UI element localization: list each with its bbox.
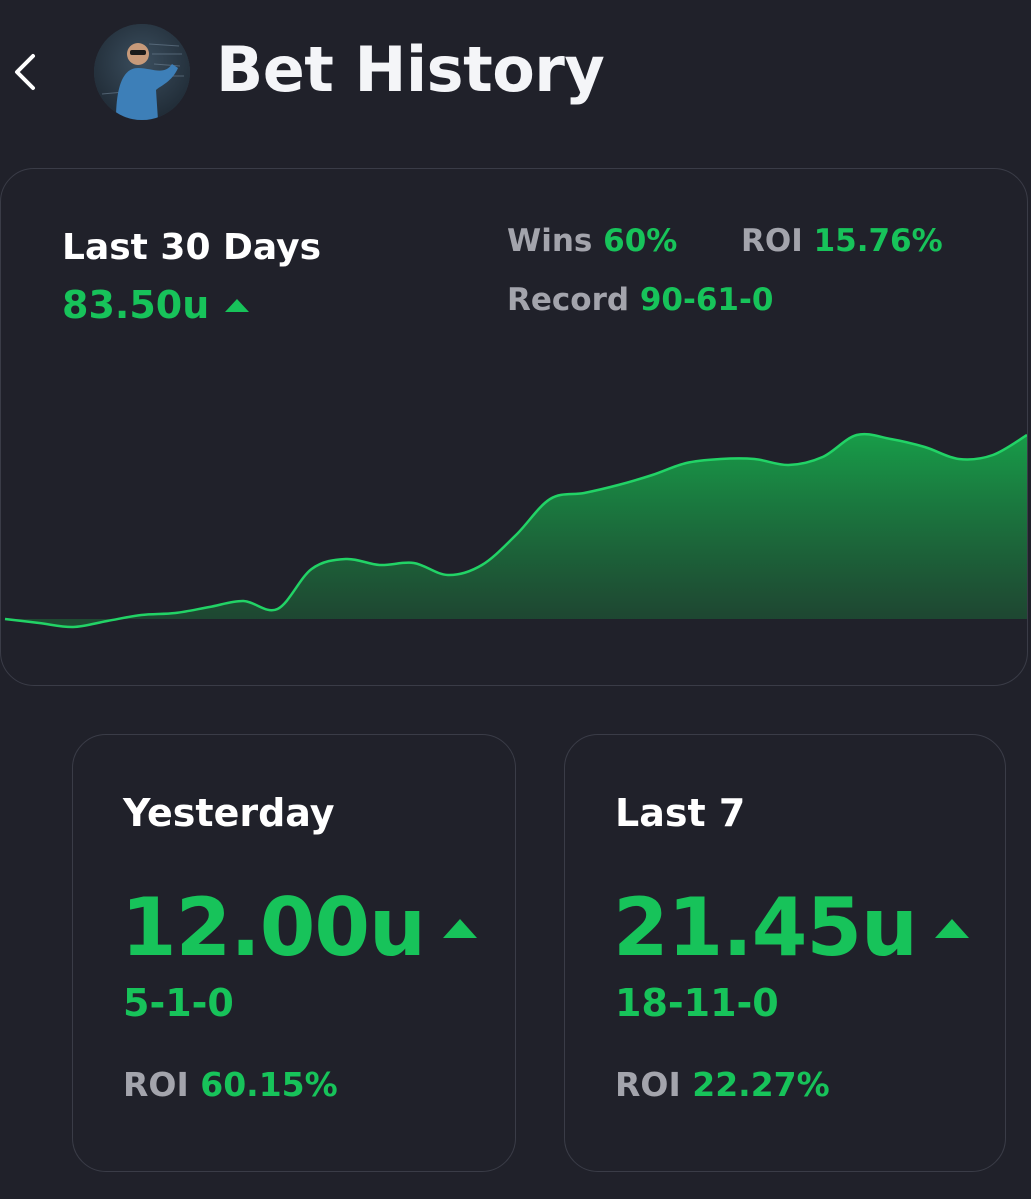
- data-point: [139, 613, 143, 617]
- data-point: [344, 557, 348, 561]
- trend-up-icon: [225, 298, 250, 312]
- card-units-value: 21.45u: [613, 881, 918, 974]
- roi-stat: ROI 15.76%: [741, 223, 943, 259]
- performance-chart[interactable]: [1, 419, 1027, 639]
- series-line: [4, 432, 1027, 629]
- back-button[interactable]: [6, 50, 46, 94]
- data-point: [991, 453, 995, 457]
- card-record: 5-1-0: [123, 981, 234, 1025]
- roi-value: 15.76%: [813, 223, 943, 259]
- wins-label: Wins: [507, 223, 593, 259]
- data-point: [514, 533, 518, 537]
- data-point: [650, 473, 654, 477]
- data-point: [207, 605, 211, 609]
- last-30-days-card: Last 30 Days 83.50u Wins 60% ROI 15.76% …: [0, 168, 1028, 686]
- wins-value: 60%: [603, 223, 678, 259]
- avatar[interactable]: [94, 24, 190, 120]
- yesterday-card: Yesterday 12.00u 5-1-0 ROI 60.15%: [72, 734, 516, 1172]
- data-point: [37, 621, 41, 625]
- roi-label: ROI: [741, 223, 803, 259]
- data-point: [71, 625, 75, 629]
- wins-stat: Wins 60%: [507, 223, 677, 259]
- data-point: [412, 561, 416, 565]
- chevron-left-icon: [15, 54, 35, 90]
- area-fill-above-baseline: [5, 434, 1027, 619]
- trend-up-icon: [443, 918, 477, 938]
- card-title: Last 7: [615, 791, 746, 835]
- card-roi-label: ROI: [615, 1065, 681, 1104]
- data-point: [480, 563, 484, 567]
- card-roi: ROI 22.27%: [615, 1065, 830, 1104]
- data-point: [276, 607, 280, 611]
- card-roi-value: 60.15%: [200, 1065, 338, 1104]
- data-point: [821, 455, 825, 459]
- data-point: [855, 433, 859, 437]
- units-value: 83.50u: [62, 283, 210, 327]
- record-label: Record: [507, 282, 630, 318]
- card-roi: ROI 60.15%: [123, 1065, 338, 1104]
- data-point: [378, 563, 382, 567]
- page-title: Bet History: [216, 33, 605, 106]
- data-point: [957, 457, 961, 461]
- card-roi-label: ROI: [123, 1065, 189, 1104]
- card-units: 21.45u: [613, 883, 969, 973]
- data-point: [310, 567, 314, 571]
- data-point: [787, 463, 791, 467]
- last-7-card: Last 7 21.45u 18-11-0 ROI 22.27%: [564, 734, 1006, 1172]
- data-point: [889, 437, 893, 441]
- header: Bet History: [0, 0, 1031, 150]
- performance-chart-svg: [3, 432, 1027, 629]
- user-avatar-icon: [94, 24, 190, 120]
- data-point: [548, 497, 552, 501]
- card-title: Yesterday: [123, 791, 335, 835]
- card-units-value: 12.00u: [121, 881, 426, 974]
- data-point: [105, 619, 109, 623]
- data-point: [753, 457, 757, 461]
- card-roi-value: 22.27%: [692, 1065, 830, 1104]
- units-total: 83.50u: [62, 283, 250, 327]
- data-point: [173, 611, 177, 615]
- data-point: [718, 457, 722, 461]
- data-point: [684, 461, 688, 465]
- record-stat: Record 90-61-0: [507, 282, 773, 318]
- data-point: [242, 599, 246, 603]
- data-point: [923, 445, 927, 449]
- trend-up-icon: [935, 918, 969, 938]
- card-units: 12.00u: [121, 883, 477, 973]
- record-value: 90-61-0: [639, 282, 774, 318]
- data-point: [446, 573, 450, 577]
- data-point: [3, 617, 7, 621]
- card-record: 18-11-0: [615, 981, 779, 1025]
- data-point: [582, 491, 586, 495]
- data-point: [616, 483, 620, 487]
- period-title: Last 30 Days: [62, 227, 321, 268]
